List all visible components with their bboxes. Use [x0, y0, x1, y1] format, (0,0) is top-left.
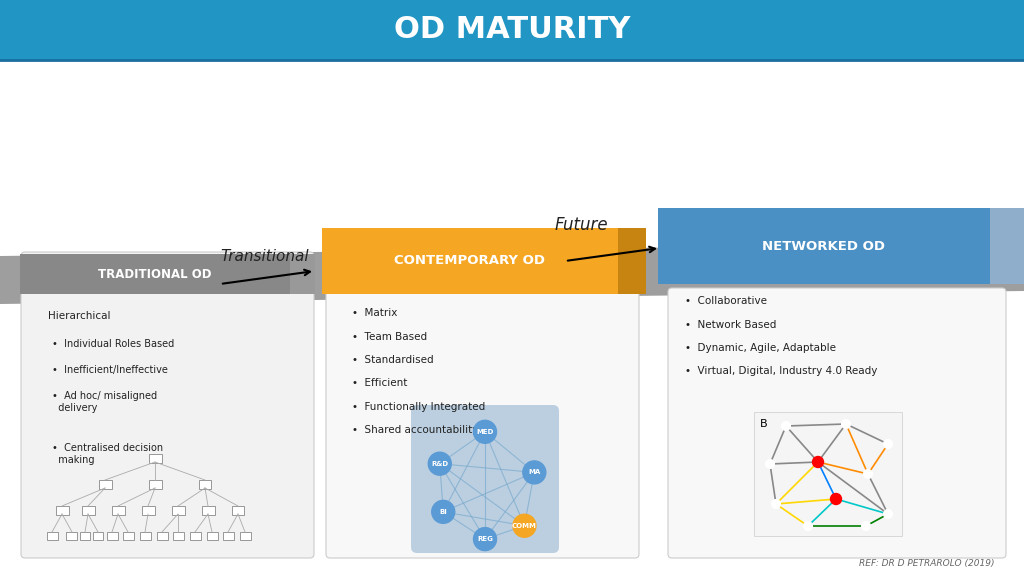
Text: B: B [760, 419, 768, 429]
FancyBboxPatch shape [222, 532, 233, 540]
Circle shape [766, 460, 774, 468]
Text: Future: Future [555, 216, 608, 234]
FancyBboxPatch shape [139, 532, 151, 540]
Text: Transitional: Transitional [220, 249, 308, 264]
Text: CONTEMPORARY OD: CONTEMPORARY OD [394, 255, 546, 267]
Text: TRADITIONAL OD: TRADITIONAL OD [98, 267, 212, 281]
Circle shape [523, 461, 546, 484]
Text: COMM: COMM [512, 523, 537, 529]
Text: •  Shared accountability: • Shared accountability [352, 426, 478, 435]
FancyBboxPatch shape [199, 479, 212, 488]
FancyBboxPatch shape [123, 532, 133, 540]
FancyBboxPatch shape [141, 506, 155, 514]
Circle shape [863, 469, 872, 479]
Text: •  Efficient: • Efficient [352, 378, 408, 388]
Circle shape [432, 501, 455, 524]
Text: REG: REG [477, 536, 493, 542]
Text: •  Ad hoc/ misaligned
  delivery: • Ad hoc/ misaligned delivery [52, 391, 157, 412]
Circle shape [428, 452, 452, 475]
Circle shape [513, 514, 536, 537]
Circle shape [781, 422, 791, 430]
Circle shape [804, 521, 812, 530]
Text: •  Team Based: • Team Based [352, 332, 427, 342]
FancyBboxPatch shape [22, 252, 314, 558]
Circle shape [473, 420, 497, 444]
Circle shape [884, 510, 893, 518]
Text: •  Virtual, Digital, Industry 4.0 Ready: • Virtual, Digital, Industry 4.0 Ready [685, 366, 878, 377]
FancyBboxPatch shape [171, 506, 184, 514]
FancyBboxPatch shape [148, 479, 162, 488]
Text: OD MATURITY: OD MATURITY [394, 15, 630, 44]
FancyBboxPatch shape [189, 532, 201, 540]
Polygon shape [322, 228, 618, 294]
Text: •  Matrix: • Matrix [352, 308, 397, 318]
FancyBboxPatch shape [240, 532, 251, 540]
FancyBboxPatch shape [112, 506, 125, 514]
FancyBboxPatch shape [231, 506, 245, 514]
Text: Hierarchical: Hierarchical [48, 311, 111, 321]
Polygon shape [20, 254, 290, 294]
Text: •  Inefficient/Ineffective: • Inefficient/Ineffective [52, 365, 168, 375]
Polygon shape [658, 208, 990, 284]
Polygon shape [0, 243, 1024, 304]
FancyBboxPatch shape [46, 532, 57, 540]
FancyBboxPatch shape [411, 405, 559, 553]
Circle shape [884, 439, 893, 449]
Polygon shape [618, 228, 646, 294]
Text: R&D: R&D [431, 461, 449, 467]
FancyBboxPatch shape [98, 479, 112, 488]
Circle shape [473, 528, 497, 551]
Circle shape [842, 419, 851, 429]
FancyBboxPatch shape [157, 532, 168, 540]
Text: REF: DR D PETRAROLO (2019): REF: DR D PETRAROLO (2019) [859, 559, 995, 568]
Text: •  Network Based: • Network Based [685, 320, 776, 329]
FancyBboxPatch shape [754, 412, 902, 536]
Circle shape [830, 494, 842, 505]
FancyBboxPatch shape [80, 532, 90, 540]
Text: •  Individual Roles Based: • Individual Roles Based [52, 339, 174, 349]
Circle shape [812, 457, 823, 468]
Text: •  Collaborative: • Collaborative [685, 296, 767, 306]
Text: •  Dynamic, Agile, Adaptable: • Dynamic, Agile, Adaptable [685, 343, 836, 353]
FancyBboxPatch shape [207, 532, 217, 540]
FancyBboxPatch shape [668, 288, 1006, 558]
Text: MA: MA [528, 469, 541, 475]
FancyBboxPatch shape [106, 532, 118, 540]
Text: NETWORKED OD: NETWORKED OD [763, 240, 886, 252]
Text: •  Functionally Integrated: • Functionally Integrated [352, 402, 485, 412]
Circle shape [771, 499, 780, 509]
FancyBboxPatch shape [82, 506, 94, 514]
FancyBboxPatch shape [172, 532, 183, 540]
Circle shape [861, 521, 870, 530]
Text: •  Centralised decision
  making: • Centralised decision making [52, 443, 163, 465]
Text: MED: MED [476, 429, 494, 435]
FancyBboxPatch shape [55, 506, 69, 514]
FancyBboxPatch shape [92, 532, 103, 540]
FancyBboxPatch shape [202, 506, 214, 514]
Polygon shape [990, 208, 1024, 284]
Polygon shape [290, 254, 315, 294]
FancyBboxPatch shape [148, 453, 162, 463]
Text: BI: BI [439, 509, 447, 515]
Text: •  Standardised: • Standardised [352, 355, 433, 365]
FancyBboxPatch shape [326, 288, 639, 558]
FancyBboxPatch shape [0, 0, 1024, 60]
FancyBboxPatch shape [67, 532, 78, 540]
